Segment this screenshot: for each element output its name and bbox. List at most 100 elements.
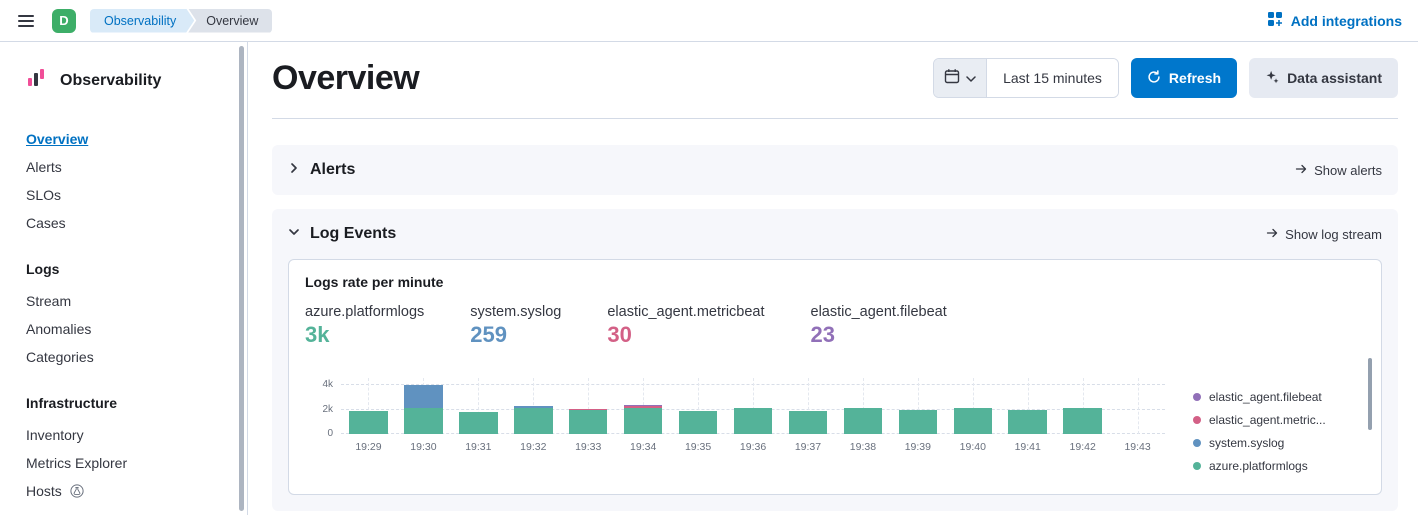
bar-slot [396, 378, 451, 434]
stat-label: elastic_agent.metricbeat [607, 304, 765, 320]
show-alerts-link[interactable]: Show alerts [1295, 163, 1382, 178]
y-axis-label: 0 [327, 428, 333, 439]
bar-segment-azure-platformlogs[interactable] [953, 407, 992, 434]
alerts-accordion-toggle[interactable]: Alerts [288, 161, 355, 179]
bar-segment-azure-platformlogs[interactable] [733, 407, 773, 434]
sidebar-item-inventory[interactable]: Inventory [26, 421, 229, 449]
bar-stack-19:38[interactable] [843, 407, 883, 434]
bar-segment-system-syslog[interactable] [514, 406, 553, 408]
bar-segment-azure-platformlogs[interactable] [843, 407, 883, 434]
x-axis-label: 19:34 [630, 441, 657, 453]
space-avatar[interactable]: D [52, 8, 76, 33]
legend-dot-icon [1193, 462, 1201, 470]
stat-value: 23 [810, 322, 835, 347]
bar-segment-azure-platformlogs[interactable] [623, 408, 663, 434]
sidebar-item-slos[interactable]: SLOs [26, 181, 229, 209]
bar-stack-19:40[interactable] [953, 407, 992, 434]
x-axis-label: 19:30 [410, 441, 437, 453]
bar-segment-system-syslog[interactable] [404, 385, 443, 409]
x-axis-label: 19:29 [355, 441, 382, 453]
menu-icon[interactable] [14, 11, 38, 31]
bar-segment-azure-platformlogs[interactable] [1008, 409, 1047, 434]
stat-value: 259 [470, 322, 507, 347]
stat-elastic-agent-filebeat: elastic_agent.filebeat 23 [811, 304, 947, 348]
show-log-stream-label: Show log stream [1285, 226, 1382, 242]
sidebar-item-cases[interactable]: Cases [26, 209, 229, 237]
top-bar: D Observability Overview Add integration… [0, 0, 1418, 42]
bar-segment-azure-platformlogs[interactable] [514, 407, 553, 434]
bar-segment-azure-platformlogs[interactable] [404, 408, 443, 434]
legend-item-elastic-agent-filebeat[interactable]: elastic_agent.filebeat [1193, 390, 1365, 404]
bar-segment-elastic-agent-metricbeat[interactable] [623, 406, 663, 409]
refresh-icon [1147, 69, 1161, 87]
header-divider [272, 118, 1398, 119]
bar-slot [341, 378, 396, 434]
sidebar-item-hosts[interactable]: Hosts [26, 477, 229, 505]
breadcrumb: Observability Overview [90, 8, 273, 33]
legend-item-elastic-agent-metric[interactable]: elastic_agent.metric... [1193, 413, 1365, 427]
bar-segment-azure-platformlogs[interactable] [678, 410, 718, 434]
show-log-stream-link[interactable]: Show log stream [1266, 227, 1382, 242]
sidebar-scrollbar[interactable] [239, 46, 244, 511]
breadcrumb-overview[interactable]: Overview [188, 8, 273, 33]
sidebar-section-logs: Logs [26, 261, 60, 277]
sidebar-item-alerts[interactable]: Alerts [26, 153, 229, 181]
x-axis-label: 19:41 [1014, 441, 1041, 453]
x-axis-label: 19:35 [684, 441, 712, 453]
x-axis-label: 19:37 [794, 441, 822, 453]
bar-slot [561, 378, 616, 434]
sidebar-item-label: Metrics Explorer [26, 455, 128, 471]
sidebar-nav: Overview Alerts SLOs Cases Logs Stream Anomali… [26, 125, 229, 505]
bar-stack-19:29[interactable] [349, 410, 388, 434]
bar-segment-azure-platformlogs[interactable] [898, 409, 938, 434]
bar-segment-azure-platformlogs[interactable] [1063, 407, 1102, 434]
bar-segment-azure-platformlogs[interactable] [349, 410, 388, 434]
add-integrations-button[interactable]: Add integrations [1267, 11, 1402, 30]
bar-stack-19:32[interactable] [514, 406, 553, 434]
sidebar-title: Observability [60, 71, 162, 89]
legend-item-system-syslog[interactable]: system.syslog [1193, 436, 1365, 450]
bar-stack-19:37[interactable] [788, 410, 828, 434]
log-events-accordion-toggle[interactable]: Log Events [288, 225, 396, 243]
legend-item-azure-platformlogs[interactable]: azure.platformlogs [1193, 459, 1365, 473]
bar-stack-19:35[interactable] [678, 410, 718, 434]
refresh-button[interactable]: Refresh [1130, 58, 1238, 98]
time-range-button[interactable]: Last 15 minutes [987, 59, 1118, 97]
bar-stack-19:34[interactable] [623, 404, 663, 434]
bar-stack-19:42[interactable] [1063, 407, 1102, 434]
sidebar-item-categories[interactable]: Categories [26, 343, 229, 371]
sidebar-item-overview[interactable]: Overview [26, 125, 229, 153]
sidebar-item-stream[interactable]: Stream [26, 287, 229, 315]
alerts-panel-header: Alerts Show alerts [288, 161, 1382, 179]
data-assistant-button[interactable]: Data assistant [1249, 58, 1398, 98]
chevron-down-icon [966, 69, 976, 87]
chevron-down-icon [288, 225, 300, 243]
sidebar-item-metrics-explorer[interactable]: Metrics Explorer [26, 449, 229, 477]
calendar-icon [944, 68, 960, 89]
sidebar-item-label: Stream [26, 293, 72, 309]
bar-stack-19:31[interactable] [459, 412, 498, 434]
bar-segment-azure-platformlogs[interactable] [459, 412, 498, 434]
quick-select-button[interactable] [934, 59, 988, 97]
arrow-right-icon [1295, 163, 1307, 178]
bar-segment-azure-platformlogs[interactable] [568, 410, 608, 434]
sidebar-item-label: SLOs [26, 187, 62, 203]
bar-slot [945, 378, 1000, 434]
bar-stack-19:36[interactable] [733, 407, 773, 434]
vertical-gridline [1027, 378, 1029, 434]
log-events-panel: Log Events Show log stream Logs rate per… [272, 209, 1398, 511]
bar-segment-elastic-agent-filebeat[interactable] [623, 404, 663, 407]
x-axis-label: 19:32 [520, 441, 547, 453]
bar-slot [671, 378, 726, 434]
vertical-gridline [807, 378, 809, 434]
bar-segment-elastic-agent-metricbeat[interactable] [568, 408, 608, 411]
sidebar-item-anomalies[interactable]: Anomalies [26, 315, 229, 343]
breadcrumb-observability[interactable]: Observability [90, 9, 194, 33]
bar-stack-19:33[interactable] [568, 408, 608, 434]
bar-stack-19:41[interactable] [1008, 409, 1047, 434]
vertical-gridline [917, 378, 919, 434]
bar-stack-19:30[interactable] [404, 385, 443, 434]
bar-segment-azure-platformlogs[interactable] [788, 410, 828, 434]
bar-stack-19:39[interactable] [898, 409, 938, 434]
chart-card-scrollbar[interactable] [1368, 358, 1372, 430]
